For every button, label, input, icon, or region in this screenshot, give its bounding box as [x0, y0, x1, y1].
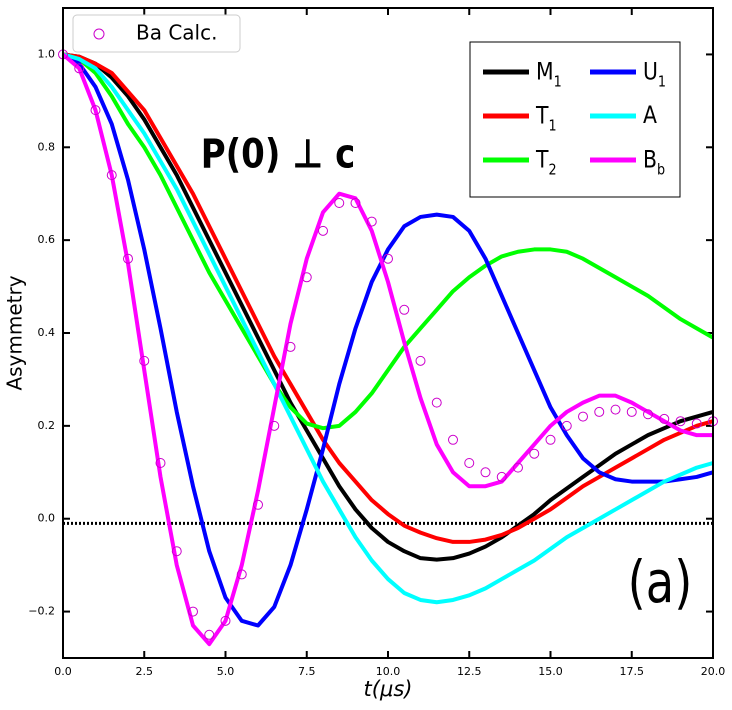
data-point: [171, 546, 182, 557]
data-point: [350, 198, 361, 208]
data-point: [301, 272, 312, 283]
data-line: [62, 52, 714, 628]
x-tick-label: 2.5: [136, 665, 154, 678]
data-point: [253, 499, 263, 510]
y-tick-label: 0.0: [38, 512, 56, 525]
data-point: [561, 420, 572, 431]
data-line: [62, 52, 714, 431]
data-point: [513, 462, 523, 473]
y-axis-label: Asymmetry: [3, 275, 27, 390]
x-tick-label: 7.5: [298, 665, 316, 678]
legend-label: Bb: [643, 145, 665, 178]
x-tick-label: 15.0: [538, 665, 563, 678]
legend-box: [469, 41, 681, 198]
data-point: [155, 458, 166, 468]
y-tick-label: −0.2: [28, 605, 55, 618]
y-tick-label: 1.0: [38, 47, 56, 60]
data-point: [464, 458, 475, 468]
data-point: [123, 253, 133, 264]
legend-label: T1: [535, 101, 556, 134]
annotation: P(0) ⊥ c: [201, 131, 356, 177]
data-point: [269, 420, 280, 431]
data-point: [578, 411, 588, 422]
data-point: [643, 409, 653, 420]
x-axis-label: t(μs): [364, 677, 413, 701]
data-line: [62, 52, 714, 562]
data-point: [188, 606, 198, 617]
x-tick-label: 0.0: [54, 665, 72, 678]
data-point: [334, 198, 345, 208]
data-point: [691, 418, 702, 429]
data-point: [496, 471, 507, 482]
data-point: [285, 341, 296, 352]
legend-label: U1: [643, 57, 666, 90]
legend-label: A: [643, 101, 658, 129]
data-point: [236, 569, 247, 580]
legend-label: Ba Calc.: [136, 21, 217, 45]
data-point: [204, 629, 215, 640]
data-line: [61, 52, 713, 647]
y-tick-label: 0.8: [38, 140, 56, 153]
data-point: [431, 397, 442, 408]
legend-marker: [93, 28, 105, 40]
data-point: [626, 406, 637, 417]
data-point: [383, 253, 393, 264]
data-point: [415, 355, 426, 366]
data-line: [62, 52, 714, 605]
x-tick-label: 5.0: [217, 665, 235, 678]
data-point: [610, 404, 621, 415]
data-point: [399, 304, 410, 315]
data-point: [545, 434, 556, 445]
y-tick-label: 0.6: [38, 233, 56, 246]
data-point: [74, 63, 85, 74]
data-point: [366, 216, 377, 227]
y-tick-label: 0.4: [38, 326, 56, 339]
data-point: [139, 355, 150, 366]
data-point: [106, 170, 117, 181]
plot-frame: [62, 7, 714, 659]
legend-label: M1: [536, 57, 562, 90]
y-tick-label: 0.2: [38, 419, 56, 432]
data-point: [594, 406, 605, 417]
data-point: [529, 448, 540, 459]
x-tick-label: 17.5: [620, 665, 645, 678]
x-tick-label: 10.0: [376, 665, 401, 678]
data-point: [220, 615, 231, 626]
data-point: [659, 413, 670, 424]
data-point: [318, 225, 328, 236]
data-point: [448, 434, 458, 445]
legend-box: [72, 14, 241, 53]
x-tick-label: 20.0: [701, 665, 726, 678]
data-point: [675, 416, 686, 427]
data-point: [480, 467, 491, 478]
x-tick-label: 12.5: [457, 665, 482, 678]
legend-label: T2: [535, 145, 556, 178]
panel-label: (a): [628, 549, 693, 616]
data-point: [90, 105, 101, 116]
